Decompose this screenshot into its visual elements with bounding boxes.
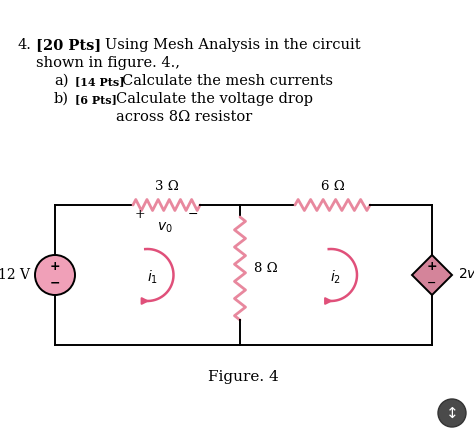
Text: 8 Ω: 8 Ω	[254, 262, 278, 275]
Text: $2v_0$: $2v_0$	[458, 267, 474, 283]
Text: +: +	[427, 260, 438, 274]
Text: −: −	[188, 208, 198, 221]
Text: Figure. 4: Figure. 4	[208, 370, 279, 384]
Text: a): a)	[54, 74, 69, 88]
Polygon shape	[412, 255, 452, 295]
Text: Calculate the mesh currents: Calculate the mesh currents	[122, 74, 333, 88]
Text: 3 Ω: 3 Ω	[155, 180, 178, 193]
Text: across 8Ω resistor: across 8Ω resistor	[116, 110, 252, 124]
Text: Using Mesh Analysis in the circuit: Using Mesh Analysis in the circuit	[105, 38, 361, 52]
Text: 12 V: 12 V	[0, 268, 30, 282]
Text: shown in figure. 4.,: shown in figure. 4.,	[36, 56, 180, 70]
Text: $i_1$: $i_1$	[147, 268, 158, 286]
Text: ↕: ↕	[446, 405, 458, 420]
Text: +: +	[50, 260, 60, 274]
Text: [14 Pts]: [14 Pts]	[75, 76, 125, 87]
Circle shape	[35, 255, 75, 295]
Text: [6 Pts]: [6 Pts]	[75, 94, 117, 105]
Text: b): b)	[54, 92, 69, 106]
Text: −: −	[50, 277, 60, 290]
Circle shape	[438, 399, 466, 427]
Text: 6 Ω: 6 Ω	[320, 180, 345, 193]
Text: +: +	[135, 208, 146, 221]
Text: $v_0$: $v_0$	[156, 221, 173, 236]
Text: Calculate the voltage drop: Calculate the voltage drop	[116, 92, 313, 106]
Text: −: −	[428, 278, 437, 288]
Text: $i_2$: $i_2$	[330, 268, 342, 286]
Text: [20 Pts]: [20 Pts]	[36, 38, 101, 52]
Text: 4.: 4.	[18, 38, 32, 52]
